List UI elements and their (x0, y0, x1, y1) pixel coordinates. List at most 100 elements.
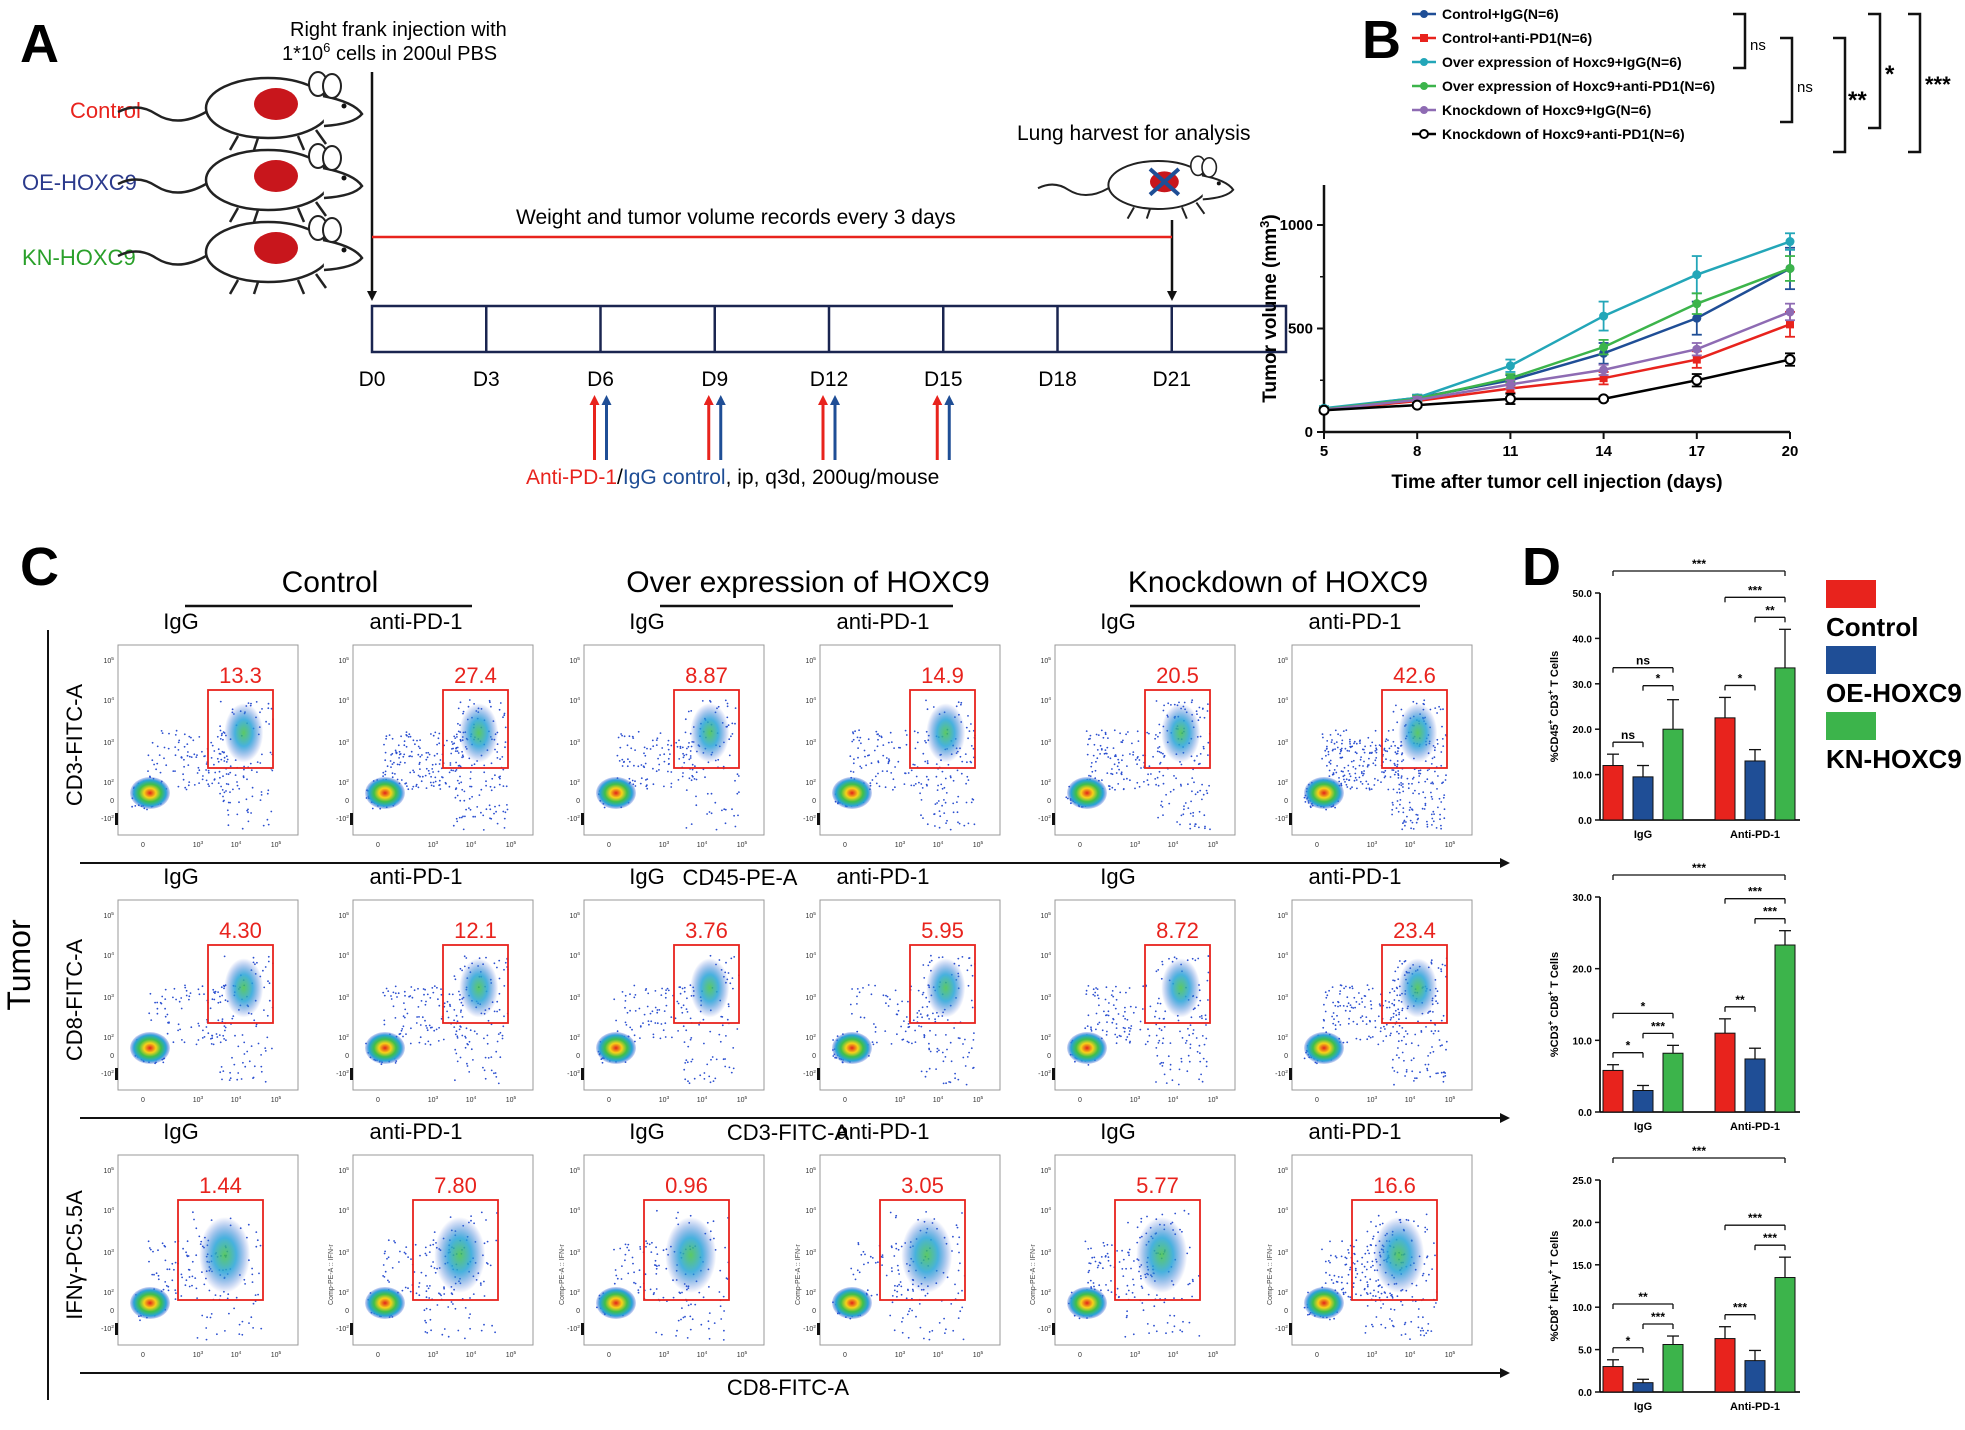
line-chart: 0 500 1000 5 8 11 14 17 20 Time after tumor cell … (1257, 185, 1798, 493)
x-tick-label: IgG (1634, 1121, 1652, 1133)
svg-text:105: 105 (1040, 656, 1051, 665)
density-cluster (434, 1217, 486, 1293)
gate-percent: 3.05 (901, 1173, 944, 1198)
series-line (1319, 246, 1795, 414)
svg-text:0: 0 (812, 798, 816, 805)
svg-text:0: 0 (110, 798, 114, 805)
svg-text:102: 102 (103, 778, 114, 787)
bar-chart: 0.0 5.0 10.0 15.0 20.0 25.0 %CD8+ IFN-γ+ T Cel… (1546, 1144, 1800, 1413)
svg-text:0: 0 (1047, 798, 1051, 805)
svg-text:104: 104 (338, 951, 349, 960)
svg-text:105: 105 (973, 840, 984, 849)
svg-text:0: 0 (141, 842, 145, 849)
density-cluster (130, 1032, 170, 1064)
density-cluster (690, 958, 730, 1018)
sig-annotation: *** (1724, 1301, 1756, 1320)
density-cluster (690, 703, 730, 763)
treatment-label: Anti-PD-1/IgG control, ip, q3d, 200ug/mo… (526, 466, 939, 489)
data-point (1692, 299, 1702, 309)
y-tick-label: 0 (1305, 424, 1313, 441)
treatment-label: IgG (1100, 864, 1135, 889)
x-axis-label: CD8-FITC-A (727, 1375, 850, 1400)
bar (1602, 765, 1624, 821)
svg-text:105: 105 (737, 840, 748, 849)
svg-text:-102: -102 (336, 814, 349, 823)
panel-a-schematic: Control OE-HOXC9 KN-HOXC9 Right frank in… (22, 19, 1288, 489)
svg-text:102: 102 (805, 778, 816, 787)
sig-annotation: * (1612, 1334, 1644, 1353)
x-tick-label: IgG (1634, 829, 1652, 841)
svg-text:103: 103 (338, 738, 349, 747)
treatment-label: IgG (629, 1119, 664, 1144)
svg-text:105: 105 (103, 656, 114, 665)
svg-text:0: 0 (1315, 842, 1319, 849)
bar-chart: 0.0 10.0 20.0 30.0 40.0 50.0 %CD45+ CD3+ T Cel… (1546, 557, 1800, 841)
series-line (1319, 302, 1795, 415)
legend-label: Control+IgG(N=6) (1442, 6, 1559, 22)
gate-box (909, 944, 976, 1024)
x-tick-label: 5 (1320, 443, 1328, 460)
density-cluster (1067, 1287, 1107, 1319)
data-point (1598, 393, 1610, 405)
y-tick-label: 500 (1288, 321, 1313, 338)
legend-swatch (1826, 712, 1876, 740)
day-label: D21 (1152, 368, 1191, 391)
data-point (1599, 374, 1608, 383)
treatment-label: anti-PD-1 (370, 864, 463, 889)
density-cluster (926, 958, 966, 1018)
sig-label: ** (1765, 603, 1775, 617)
y-tick-label: 20.0 (1573, 1218, 1593, 1229)
gate-percent: 5.77 (1136, 1173, 1179, 1198)
y-axis-label: %CD3+ CD8+ T Cells (1546, 952, 1561, 1057)
records-label: Weight and tumor volume records every 3 … (516, 206, 956, 229)
comp-axis-label: Comp-PE-A :: IFN-r (1267, 1244, 1274, 1305)
svg-text:0: 0 (576, 798, 580, 805)
flow-row: CD8-FITC-A CD3-FITC-A IgG 4.30 105 104 103 102 0… (62, 864, 1510, 1145)
mouse-icon (116, 214, 364, 296)
density-cluster (1304, 1287, 1344, 1319)
sig-label: * (1641, 999, 1646, 1013)
y-tick-label: 15.0 (1573, 1261, 1593, 1272)
svg-text:105: 105 (103, 911, 114, 920)
treatment-label: anti-PD-1 (1309, 1119, 1402, 1144)
gate-percent: 0.96 (665, 1173, 708, 1198)
treatment-label: IgG (163, 1119, 198, 1144)
gate-box (442, 689, 509, 769)
density-cluster (130, 1287, 170, 1319)
bar (1632, 1090, 1654, 1113)
svg-text:104: 104 (569, 696, 580, 705)
panel-d-bar-charts: Control OE-HOXC9 KN-HOXC9 0.0 10.0 20.0 30.0 40… (1546, 557, 1962, 1413)
svg-text:-102: -102 (336, 1069, 349, 1078)
svg-text:105: 105 (805, 656, 816, 665)
data-point (1504, 393, 1516, 405)
gate-percent: 42.6 (1393, 663, 1436, 688)
panel-letter-a: A (20, 14, 59, 74)
treatment-label: anti-PD-1 (837, 864, 930, 889)
group-title: Over expression of HOXC9 (626, 566, 989, 599)
svg-text:104: 104 (697, 840, 708, 849)
gate-percent: 7.80 (434, 1173, 477, 1198)
svg-text:-102: -102 (1275, 814, 1288, 823)
gate-percent: 8.87 (685, 663, 728, 688)
comp-axis-label: Comp-PE-A :: IFN-r (559, 1244, 566, 1305)
sig-label: * (1626, 1039, 1631, 1053)
legend-label: Over expression of Hoxc9+IgG(N=6) (1442, 54, 1682, 70)
x-tick-label: 8 (1413, 443, 1421, 460)
bar (1662, 728, 1684, 821)
sig-label: ns (1621, 728, 1635, 742)
density-cluster (596, 777, 636, 809)
panel-letter-b: B (1362, 10, 1401, 70)
svg-text:104: 104 (103, 696, 114, 705)
svg-text:103: 103 (103, 738, 114, 747)
svg-text:103: 103 (1040, 738, 1051, 747)
svg-text:104: 104 (1405, 840, 1416, 849)
data-point (1785, 307, 1795, 317)
comp-axis-label: Comp-PE-A :: IFN-r (1030, 1244, 1037, 1305)
sig-label: *** (1748, 583, 1762, 597)
x-tick-label: Anti-PD-1 (1730, 829, 1780, 841)
